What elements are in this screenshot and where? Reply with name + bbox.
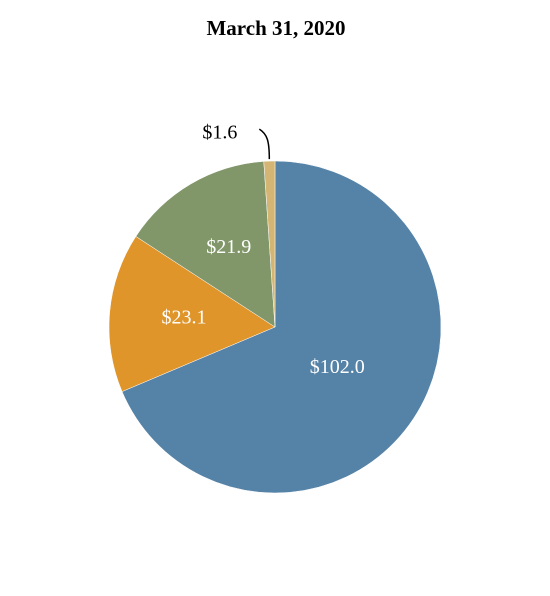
pie-slice xyxy=(263,160,276,328)
data-label: $23.1 xyxy=(162,306,207,328)
pie-slice xyxy=(108,236,276,392)
data-label: $21.9 xyxy=(206,236,251,258)
leader-line xyxy=(258,128,271,160)
data-label: $102.0 xyxy=(310,356,365,378)
pie-slice xyxy=(121,160,442,494)
chart-title: March 31, 2020 xyxy=(206,16,345,40)
pie-slice xyxy=(135,161,276,328)
data-label: $1.6 xyxy=(202,122,237,144)
